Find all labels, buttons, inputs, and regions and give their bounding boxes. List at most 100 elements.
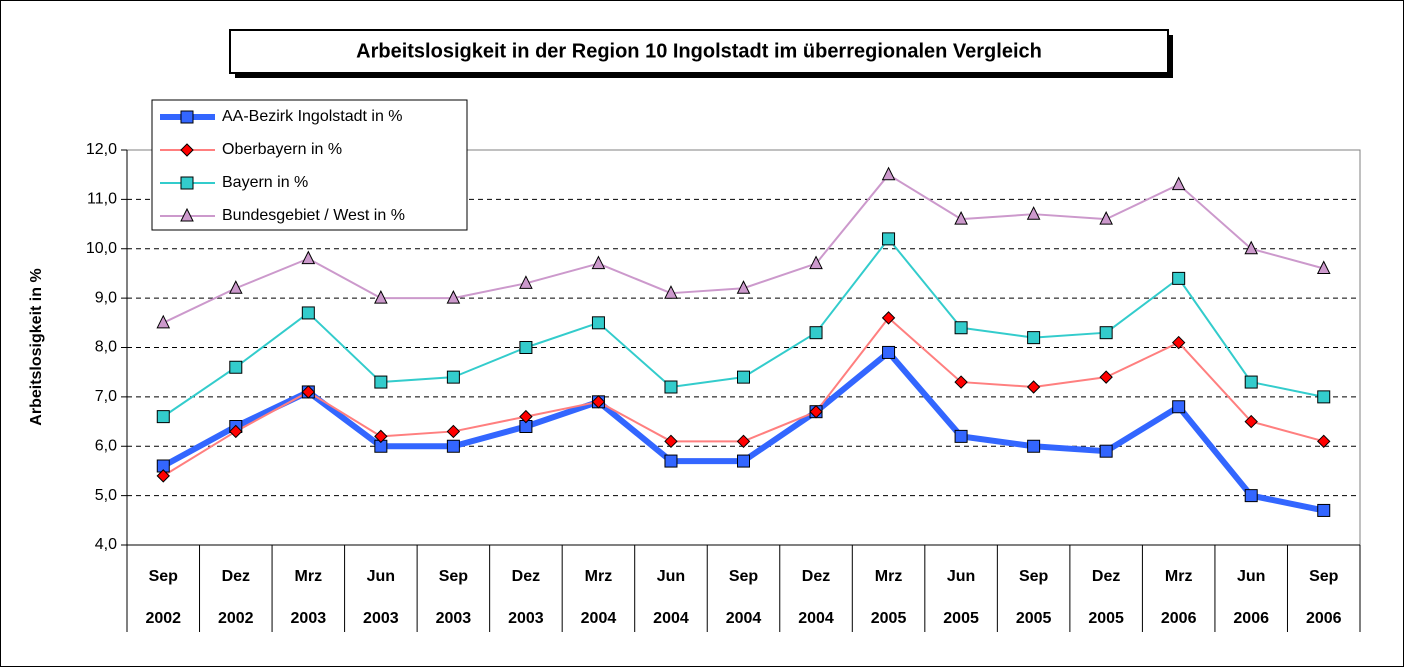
point-marker — [591, 316, 605, 330]
point-marker — [1099, 211, 1113, 225]
point-marker — [446, 370, 460, 384]
point-marker — [156, 410, 170, 424]
x-tick-label: Sep — [729, 568, 759, 585]
point-marker — [156, 469, 170, 483]
legend-box — [151, 99, 468, 231]
x-tick-label: Dez — [512, 568, 540, 585]
y-tick-label: 8,0 — [95, 339, 117, 356]
legend-marker — [180, 143, 194, 157]
y-tick-label: 6,0 — [95, 437, 117, 454]
point-marker — [954, 321, 968, 335]
y-tick-label: 11,0 — [87, 191, 117, 208]
y-tick-label: 4,0 — [95, 536, 117, 553]
point-marker — [591, 395, 606, 409]
y-tick-label: 5,0 — [95, 487, 117, 504]
point-marker — [664, 380, 678, 394]
x-tick-label: Sep — [1019, 568, 1049, 585]
x-tick-label-year: 2005 — [943, 610, 979, 627]
point-marker — [664, 434, 678, 449]
point-marker — [519, 409, 533, 424]
point-marker — [1244, 240, 1259, 255]
x-tick-label: Jun — [947, 568, 975, 585]
point-marker — [1171, 176, 1186, 191]
x-tick-label: Mrz — [1165, 568, 1193, 585]
point-marker — [809, 326, 823, 340]
point-marker — [1244, 414, 1258, 429]
point-marker — [737, 370, 750, 384]
point-marker — [954, 375, 968, 389]
x-tick-label: Mrz — [585, 568, 613, 585]
x-tick-label-year: 2006 — [1306, 610, 1342, 627]
x-tick-label: Mrz — [875, 568, 903, 585]
x-tick-label-year: 2004 — [653, 610, 689, 627]
legend-label: Bundesgebiet / West in % — [222, 207, 405, 224]
y-axis-label: Arbeitslosigkeit in % — [28, 268, 45, 425]
x-tick-label-year: 2003 — [363, 610, 399, 627]
point-marker — [1099, 444, 1113, 458]
x-tick-label: Dez — [1092, 568, 1120, 585]
point-marker — [374, 375, 388, 389]
x-tick-label-year: 2005 — [1016, 610, 1052, 627]
point-marker — [1172, 271, 1186, 285]
x-tick-label-year: 2006 — [1233, 610, 1269, 627]
y-tick-label: 12,0 — [86, 141, 117, 158]
point-marker — [519, 275, 533, 289]
point-marker — [737, 454, 750, 468]
point-marker — [1317, 390, 1331, 404]
x-tick-label-year: 2002 — [218, 610, 254, 627]
legend-marker — [180, 110, 194, 124]
point-marker — [1244, 375, 1258, 389]
x-tick-label: Mrz — [295, 568, 323, 585]
x-tick-label: Jun — [367, 568, 395, 585]
point-marker — [664, 285, 678, 299]
y-tick-label: 9,0 — [95, 289, 117, 306]
x-tick-label-year: 2003 — [291, 610, 327, 627]
point-marker — [1027, 331, 1041, 345]
point-marker — [954, 429, 968, 443]
point-marker — [229, 360, 243, 374]
x-tick-label-year: 2004 — [581, 610, 617, 627]
legend-marker — [180, 176, 194, 190]
x-tick-label: Jun — [1237, 568, 1265, 585]
title-box — [229, 29, 1169, 74]
x-tick-label-year: 2005 — [1088, 610, 1124, 627]
x-tick-label-year: 2006 — [1161, 610, 1197, 627]
x-tick-label-year: 2005 — [871, 610, 907, 627]
point-marker — [228, 280, 243, 294]
x-tick-label: Jun — [657, 568, 685, 585]
point-marker — [156, 314, 171, 329]
point-marker — [591, 255, 606, 270]
point-marker — [301, 306, 315, 320]
x-tick-label-year: 2004 — [798, 610, 834, 627]
x-tick-label-year: 2002 — [145, 610, 181, 627]
point-marker — [664, 454, 678, 468]
point-marker — [1099, 326, 1113, 340]
point-marker — [446, 424, 461, 439]
point-marker — [374, 429, 388, 444]
point-marker — [1026, 380, 1041, 394]
point-marker — [881, 311, 896, 325]
point-marker — [374, 290, 388, 304]
point-marker — [1027, 439, 1041, 453]
y-tick-label: 10,0 — [86, 240, 117, 257]
point-marker — [1244, 489, 1258, 503]
point-marker — [954, 211, 968, 225]
legend-marker — [180, 207, 194, 222]
point-marker — [1171, 335, 1186, 350]
point-marker — [881, 166, 896, 181]
point-marker — [809, 404, 823, 419]
x-tick-label-year: 2003 — [436, 610, 472, 627]
point-marker — [809, 255, 823, 270]
point-marker — [1317, 434, 1331, 449]
point-marker — [882, 232, 896, 246]
x-tick-label: Sep — [149, 568, 179, 585]
point-marker — [736, 280, 751, 294]
legend-label: Oberbayern in % — [222, 141, 342, 158]
point-marker — [1316, 260, 1331, 274]
point-marker — [301, 250, 316, 265]
point-marker — [1172, 400, 1186, 414]
x-tick-label: Dez — [802, 568, 830, 585]
x-tick-label: Sep — [1309, 568, 1339, 585]
